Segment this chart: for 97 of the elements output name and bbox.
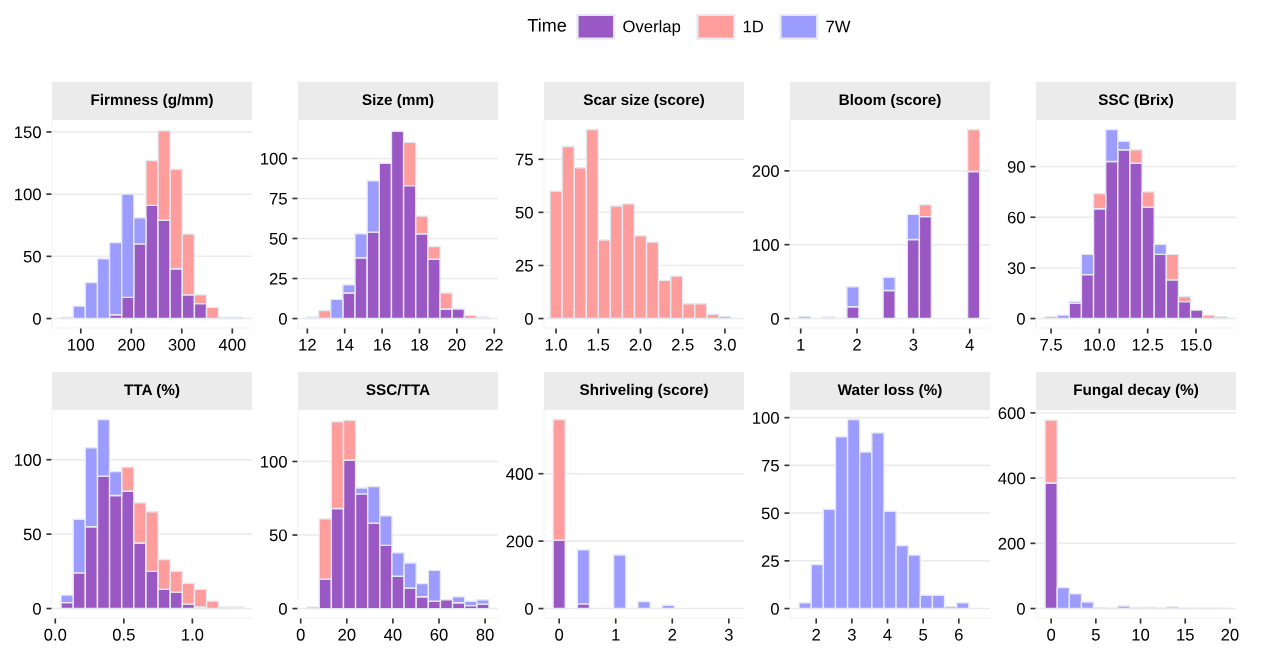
x-tick-label: 0 (1047, 628, 1056, 641)
x-tick-label: 2.0 (629, 338, 652, 351)
x-tick-label: 1.0 (182, 628, 204, 641)
y-tick-label: 150 (15, 126, 41, 139)
x-tick-label: 1 (797, 339, 805, 351)
y-tick-label: 0 (32, 312, 41, 325)
y-tick-label: 50 (23, 528, 41, 541)
x-tick-label: 10 (1132, 628, 1150, 641)
x-tick-label: 14 (336, 339, 354, 351)
x-tick-label: 2 (853, 338, 861, 351)
y-tick-label: 200 (506, 535, 533, 548)
y-tick-label: 0 (770, 312, 779, 325)
y-tick-label: 100 (753, 412, 779, 424)
y-tick-label: 200 (752, 165, 779, 178)
x-tick-label: 20 (338, 628, 356, 641)
x-tick-label: 5 (919, 629, 928, 641)
x-tick-label: 3 (909, 338, 918, 351)
x-tick-label: 300 (168, 338, 196, 351)
chart-title: SSC/TTA (366, 383, 430, 396)
y-tick-label: 0 (1016, 312, 1025, 325)
y-tick-label: 0 (770, 602, 779, 615)
x-tick-label: 2.5 (671, 338, 694, 351)
x-tick-label: 2 (668, 628, 677, 641)
y-tick-label: 25 (269, 272, 287, 285)
y-tick-label: 0 (1016, 602, 1025, 615)
x-tick-label: 20 (1221, 628, 1239, 641)
x-tick-label: 12.5 (1132, 338, 1164, 351)
y-tick-label: 50 (269, 232, 287, 245)
x-tick-label: 200 (118, 338, 145, 351)
x-tick-label: 1.5 (587, 339, 610, 351)
x-tick-label: 7.5 (1040, 339, 1062, 351)
x-tick-label: 60 (430, 628, 448, 641)
y-tick-label: 100 (753, 239, 779, 251)
y-tick-label: 100 (261, 152, 287, 165)
y-tick-label: 100 (15, 188, 41, 201)
y-tick-label: 75 (269, 193, 287, 205)
x-tick-label: 2 (812, 628, 820, 641)
y-tick-label: 25 (515, 259, 533, 272)
y-tick-label: 100 (261, 455, 287, 468)
legend-label: 1D (743, 20, 764, 33)
y-tick-label: 200 (998, 537, 1025, 550)
y-tick-label: 30 (1007, 262, 1025, 275)
x-tick-label: 15 (1177, 629, 1194, 641)
y-tick-label: 50 (515, 206, 533, 219)
y-tick-label: 0 (278, 312, 287, 325)
x-tick-label: 10.0 (1084, 338, 1115, 351)
legend-label: 7W (826, 20, 851, 33)
y-tick-label: 75 (761, 459, 779, 472)
chart-title: Fungal decay (%) (1074, 383, 1199, 399)
x-tick-label: 0.0 (44, 628, 67, 641)
x-tick-label: 100 (68, 338, 95, 351)
chart-title: Shriveling (score) (579, 383, 708, 399)
y-tick-label: 0 (524, 602, 533, 615)
x-tick-label: 3 (847, 628, 856, 641)
y-tick-label: 25 (761, 555, 779, 568)
x-tick-label: 1.0 (545, 338, 568, 351)
chart-title: SSC (Brix) (1098, 93, 1174, 109)
x-tick-label: 1 (612, 629, 620, 641)
x-tick-label: 3 (724, 628, 733, 641)
x-tick-label: 15.0 (1181, 338, 1212, 351)
x-tick-label: 18 (411, 338, 429, 351)
y-tick-label: 0 (524, 312, 533, 325)
x-tick-label: 4 (965, 339, 974, 351)
y-tick-label: 400 (506, 468, 533, 480)
y-tick-label: 0 (32, 602, 41, 615)
y-tick-label: 600 (998, 407, 1025, 420)
x-tick-label: 400 (218, 338, 246, 351)
y-tick-label: 400 (998, 472, 1025, 485)
y-tick-label: 100 (15, 454, 41, 466)
y-tick-label: 90 (1007, 161, 1025, 173)
chart-title: TTA (%) (124, 383, 180, 399)
y-tick-label: 50 (269, 529, 287, 542)
chart-title: Water loss (%) (837, 383, 942, 399)
x-tick-label: 80 (476, 628, 494, 641)
x-tick-label: 5 (1091, 629, 1100, 641)
y-tick-label: 50 (761, 507, 779, 520)
y-tick-label: 50 (23, 250, 41, 263)
x-tick-label: 0 (555, 628, 564, 641)
y-tick-label: 75 (515, 153, 533, 166)
chart-title: Firmness (g/mm) (91, 93, 213, 109)
x-tick-label: 16 (374, 338, 391, 351)
y-tick-label: 60 (1007, 211, 1025, 224)
chart-title: Bloom (score) (839, 93, 941, 109)
legend-label: Overlap (623, 20, 681, 36)
chart-title: Size (mm) (362, 93, 434, 109)
x-tick-label: 4 (883, 629, 892, 641)
x-tick-label: 40 (384, 628, 402, 641)
y-tick-label: 0 (278, 602, 287, 615)
legend-title: Time (527, 18, 566, 32)
x-tick-label: 22 (485, 338, 503, 351)
x-tick-label: 20 (448, 338, 466, 351)
x-tick-label: 0.5 (112, 628, 135, 641)
x-tick-label: 3.0 (713, 338, 736, 351)
chart-title: Scar size (score) (583, 93, 704, 109)
x-tick-label: 6 (955, 628, 963, 641)
x-tick-label: 0 (296, 628, 305, 641)
x-tick-label: 12 (299, 338, 316, 351)
